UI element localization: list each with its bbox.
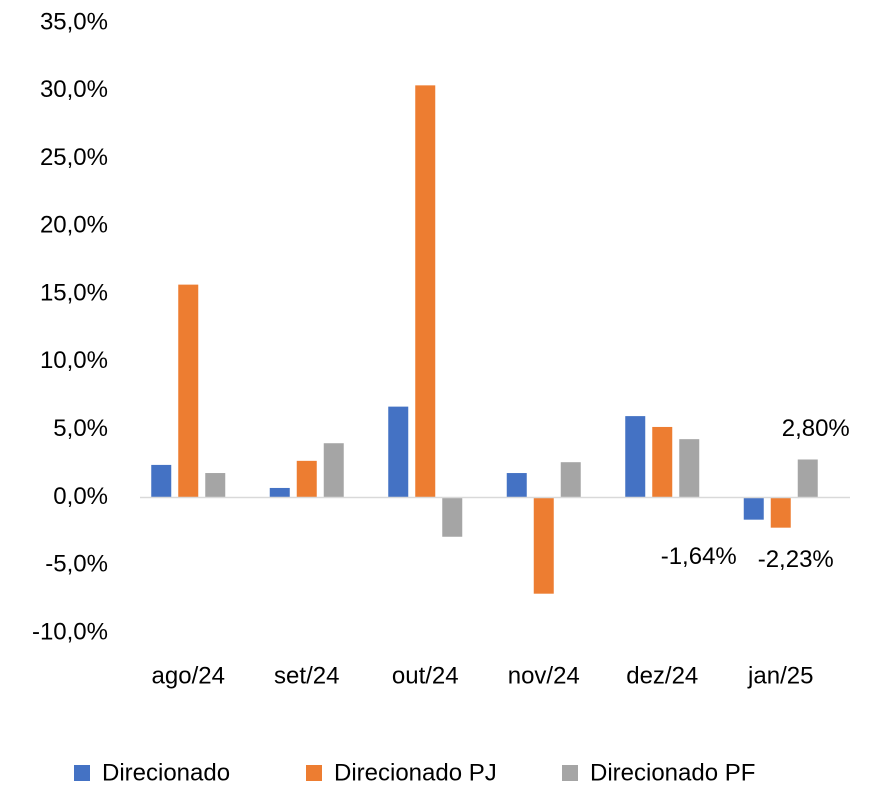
data-label: -2,23% xyxy=(758,546,834,573)
x-tick-label: nov/24 xyxy=(508,662,580,689)
y-tick-label: 30,0% xyxy=(40,76,108,103)
y-tick-label: 25,0% xyxy=(40,144,108,171)
legend-swatch xyxy=(562,765,578,781)
legend-swatch xyxy=(306,765,322,781)
bar xyxy=(388,406,409,498)
bar xyxy=(178,284,199,498)
bar xyxy=(625,416,646,498)
x-tick-label: dez/24 xyxy=(626,662,698,689)
bar xyxy=(415,85,436,498)
bar xyxy=(442,497,463,537)
y-tick-label: 10,0% xyxy=(40,347,108,374)
bar xyxy=(652,426,673,498)
y-tick-label: -10,0% xyxy=(32,618,108,645)
bar xyxy=(560,462,581,498)
y-tick-label: 35,0% xyxy=(40,8,108,35)
bar xyxy=(743,497,764,520)
bar xyxy=(205,473,226,498)
y-tick-label: 5,0% xyxy=(53,415,108,442)
bar xyxy=(797,459,818,498)
y-tick-label: 15,0% xyxy=(40,279,108,306)
bar xyxy=(323,443,344,498)
legend-swatch xyxy=(74,765,90,781)
x-tick-label: out/24 xyxy=(392,662,459,689)
x-tick-label: jan/25 xyxy=(747,662,813,689)
bar xyxy=(506,473,527,498)
legend-label: Direcionado PF xyxy=(590,759,755,785)
x-tick-label: ago/24 xyxy=(152,662,225,689)
data-label: 2,80% xyxy=(782,415,850,442)
x-tick-label: set/24 xyxy=(274,662,339,689)
data-label: -1,64% xyxy=(661,543,737,570)
y-tick-label: 20,0% xyxy=(40,212,108,239)
legend-label: Direcionado PJ xyxy=(334,759,497,785)
bar xyxy=(770,497,791,528)
bar xyxy=(269,487,290,498)
bar xyxy=(296,460,317,498)
legend-label: Direcionado xyxy=(102,759,230,785)
bar xyxy=(533,497,554,594)
y-tick-label: -5,0% xyxy=(45,551,108,578)
y-tick-label: 0,0% xyxy=(53,483,108,510)
bar xyxy=(679,439,700,498)
bar xyxy=(151,464,172,498)
